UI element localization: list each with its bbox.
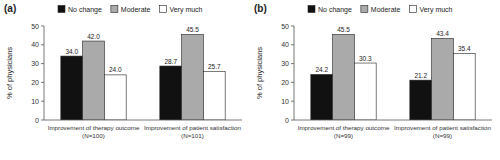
legend-label: No change [318,6,352,14]
data-label: 34.0 [65,48,78,55]
x-tick-label-line: (N=99) [334,132,353,139]
x-tick-label-line: Improvement of patient satisfaction [144,124,241,131]
x-tick-label-line: (N=101) [181,132,204,139]
bar [432,38,454,120]
y-tick [41,101,44,102]
legend-label: Moderate [121,6,151,13]
bar [203,72,225,120]
y-axis-label: % of physicians [255,47,264,99]
y-tick [291,82,294,83]
y-tick [41,120,44,121]
x-tick-label: Improvement of patient satisfaction(N=99… [394,124,491,139]
x-axis [294,120,492,121]
legend-label: Very much [169,6,202,14]
bar [453,53,475,120]
legend-swatch [58,6,65,13]
bars [311,34,475,120]
bar [160,66,182,120]
y-tick-label: 20 [281,79,289,86]
data-label: 24.2 [315,66,328,73]
bars [61,34,225,120]
data-label: 21.2 [414,72,427,79]
data-label: 45.5 [186,26,199,33]
panel-label: (a) [4,3,16,14]
legend-label: No change [68,6,102,14]
legend-swatch [361,6,368,13]
y-tick [41,82,44,83]
y-tick [41,44,44,45]
data-label: 30.3 [359,55,372,62]
data-label: 43.4 [436,30,449,37]
y-tick [41,63,44,64]
y-tick-label: 0 [285,117,289,124]
y-tick-label: 50 [281,23,289,30]
y-tick-label: 50 [31,23,39,30]
legend: No change Moderate Very much [308,6,453,14]
x-tick-label: Improvement of patient satisfaction(N=10… [144,124,241,139]
x-tick-label-line: Improvement of therapy outcome [298,124,390,131]
y-tick [291,44,294,45]
legend-swatch [409,6,416,13]
y-tick-label: 40 [31,41,39,48]
bar [410,80,432,120]
y-axis-label: % of physicians [5,47,14,99]
data-label: 45.5 [337,26,350,33]
bar [104,75,126,120]
panel-label: (b) [254,3,267,14]
legend-label: Very much [419,6,452,14]
data-label: 28.7 [164,58,177,65]
data-label: 35.4 [458,45,471,52]
y-axis [44,26,45,120]
x-axis [44,120,242,121]
bar [333,34,355,120]
y-tick [291,63,294,64]
y-tick [41,26,44,27]
data-labels: 34.0 42.0 24.0 28.7 45.5 25.7 [65,26,221,73]
x-tick-label-line: (N=99) [433,132,452,139]
x-tick-label-line: Improvement of patient satisfaction [394,124,491,131]
y-tick-label: 10 [31,98,39,105]
panel: (b) 0 10 20 30 40 50 % of physicians 24.2 45.5 30.… [254,3,492,139]
bar [354,63,376,120]
data-label: 25.7 [208,63,221,70]
data-label: 24.0 [109,66,122,73]
bar [61,56,83,120]
y-tick-label: 10 [281,98,289,105]
y-tick-label: 30 [281,60,289,67]
y-axis [294,26,295,120]
x-tick-label: Improvement of therapy outcome(N=99) [298,124,390,139]
legend-label: Moderate [371,6,401,13]
legend-swatch [308,6,315,13]
y-tick [291,101,294,102]
y-tick [291,120,294,121]
bar [182,34,204,120]
data-label: 42.0 [87,33,100,40]
panel: (a) 0 10 20 30 40 50 % of physicians 34.0 42.0 24.… [4,3,242,139]
x-tick-label-line: (N=100) [82,132,105,139]
bar [311,75,333,120]
y-tick-label: 0 [35,117,39,124]
x-tick-label-line: Improvement of therapy outcome [48,124,140,131]
data-labels: 24.2 45.5 30.3 21.2 43.4 35.4 [315,26,471,79]
figure: (a) 0 10 20 30 40 50 % of physicians 34.0 42.0 24.… [0,0,500,160]
legend: No change Moderate Very much [58,6,203,14]
y-tick-label: 30 [31,60,39,67]
x-tick-label: Improvement of therapy outcome(N=100) [48,124,140,139]
y-tick-label: 40 [281,41,289,48]
y-tick-label: 20 [31,79,39,86]
bar [83,41,105,120]
y-tick [291,26,294,27]
legend-swatch [159,6,166,13]
legend-swatch [111,6,118,13]
